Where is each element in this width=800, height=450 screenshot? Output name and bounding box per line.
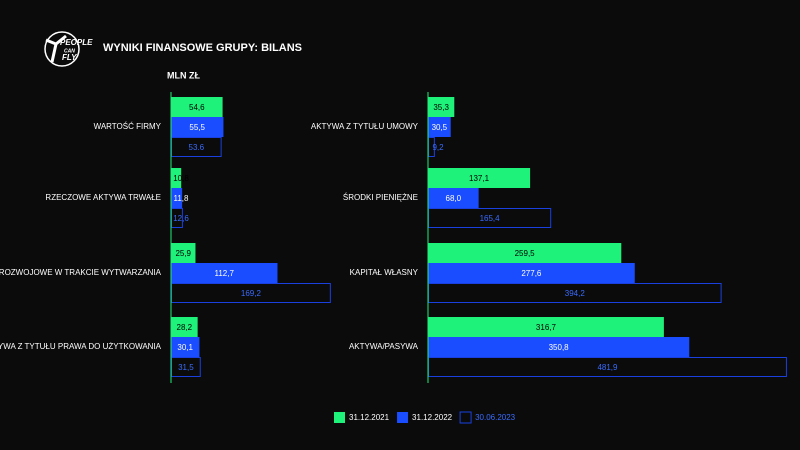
value-label: 169,2 bbox=[241, 289, 262, 298]
value-label: 30,1 bbox=[177, 343, 193, 352]
bar bbox=[171, 317, 198, 337]
value-label: 68,0 bbox=[446, 194, 462, 203]
value-label: 316,7 bbox=[536, 323, 557, 332]
legend-swatch bbox=[397, 412, 409, 423]
value-label: 25,9 bbox=[175, 249, 191, 258]
value-label: 112,7 bbox=[215, 269, 235, 278]
logo-figure bbox=[45, 34, 67, 63]
category-label: AKTYWA/PASYWA bbox=[349, 342, 419, 351]
bar bbox=[428, 97, 455, 117]
value-label: 35,3 bbox=[433, 103, 449, 112]
value-label: 350,8 bbox=[549, 343, 570, 352]
value-label: 259,5 bbox=[515, 249, 536, 258]
value-label: 30,5 bbox=[432, 123, 448, 132]
value-label: 55,5 bbox=[189, 123, 205, 132]
logo-ring bbox=[44, 31, 80, 67]
value-label: 53.6 bbox=[189, 143, 205, 152]
value-label: 481,9 bbox=[597, 363, 618, 372]
category-label: AKTYWA Z TYTUŁU PRAWA DO UŻYTKOWANIA bbox=[0, 342, 162, 351]
legend-swatch bbox=[334, 412, 345, 423]
value-label: 31,5 bbox=[178, 363, 194, 372]
value-label: 10,8 bbox=[173, 174, 189, 183]
value-label: 277,6 bbox=[521, 269, 542, 278]
category-label: WARTOŚĆ FIRMY bbox=[94, 122, 162, 131]
bar bbox=[171, 117, 224, 137]
chart-title: WYNIKI FINANSOWE GRUPY: BILANS bbox=[103, 42, 302, 54]
legend-label: 30.06.2023 bbox=[475, 413, 516, 422]
logo-text: PEOPLE bbox=[60, 38, 93, 47]
value-label: 165,4 bbox=[480, 214, 501, 223]
category-label: AKTYWA Z TYTUŁU UMOWY bbox=[311, 122, 419, 131]
bar bbox=[428, 317, 664, 337]
value-label: 11,8 bbox=[174, 194, 190, 203]
bar bbox=[428, 243, 622, 263]
bar bbox=[428, 168, 531, 188]
legend-label: 31.12.2021 bbox=[349, 413, 390, 422]
category-label: PRACE ROZWOJOWE W TRAKCIE WYTWARZANIA bbox=[0, 268, 162, 277]
value-label: 137,1 bbox=[469, 174, 490, 183]
legend-swatch bbox=[459, 411, 472, 424]
bar bbox=[428, 337, 690, 357]
category-label: RZECZOWE AKTYWA TRWAŁE bbox=[45, 193, 161, 202]
unit-label: MLN ZŁ bbox=[167, 70, 200, 80]
bar bbox=[428, 188, 479, 208]
value-label: 12,6 bbox=[173, 214, 189, 223]
logo-text: CAN bbox=[64, 48, 75, 54]
value-label: 394,2 bbox=[565, 289, 586, 298]
bar bbox=[171, 188, 183, 208]
value-label: 28,2 bbox=[177, 323, 193, 332]
category-label: ŚRODKI PIENIĘŻNE bbox=[343, 193, 418, 202]
bar bbox=[171, 243, 196, 263]
bar bbox=[428, 117, 451, 137]
legend-label: 31.12.2022 bbox=[412, 413, 453, 422]
bar bbox=[171, 168, 182, 188]
bar bbox=[171, 337, 200, 357]
logo-text: FLY bbox=[62, 53, 77, 62]
bar bbox=[171, 97, 223, 117]
category-label: KAPITAŁ WŁASNY bbox=[350, 268, 419, 277]
value-label: 9,2 bbox=[432, 143, 444, 152]
bar bbox=[171, 263, 278, 283]
value-label: 54,6 bbox=[189, 103, 205, 112]
bar bbox=[428, 263, 635, 283]
